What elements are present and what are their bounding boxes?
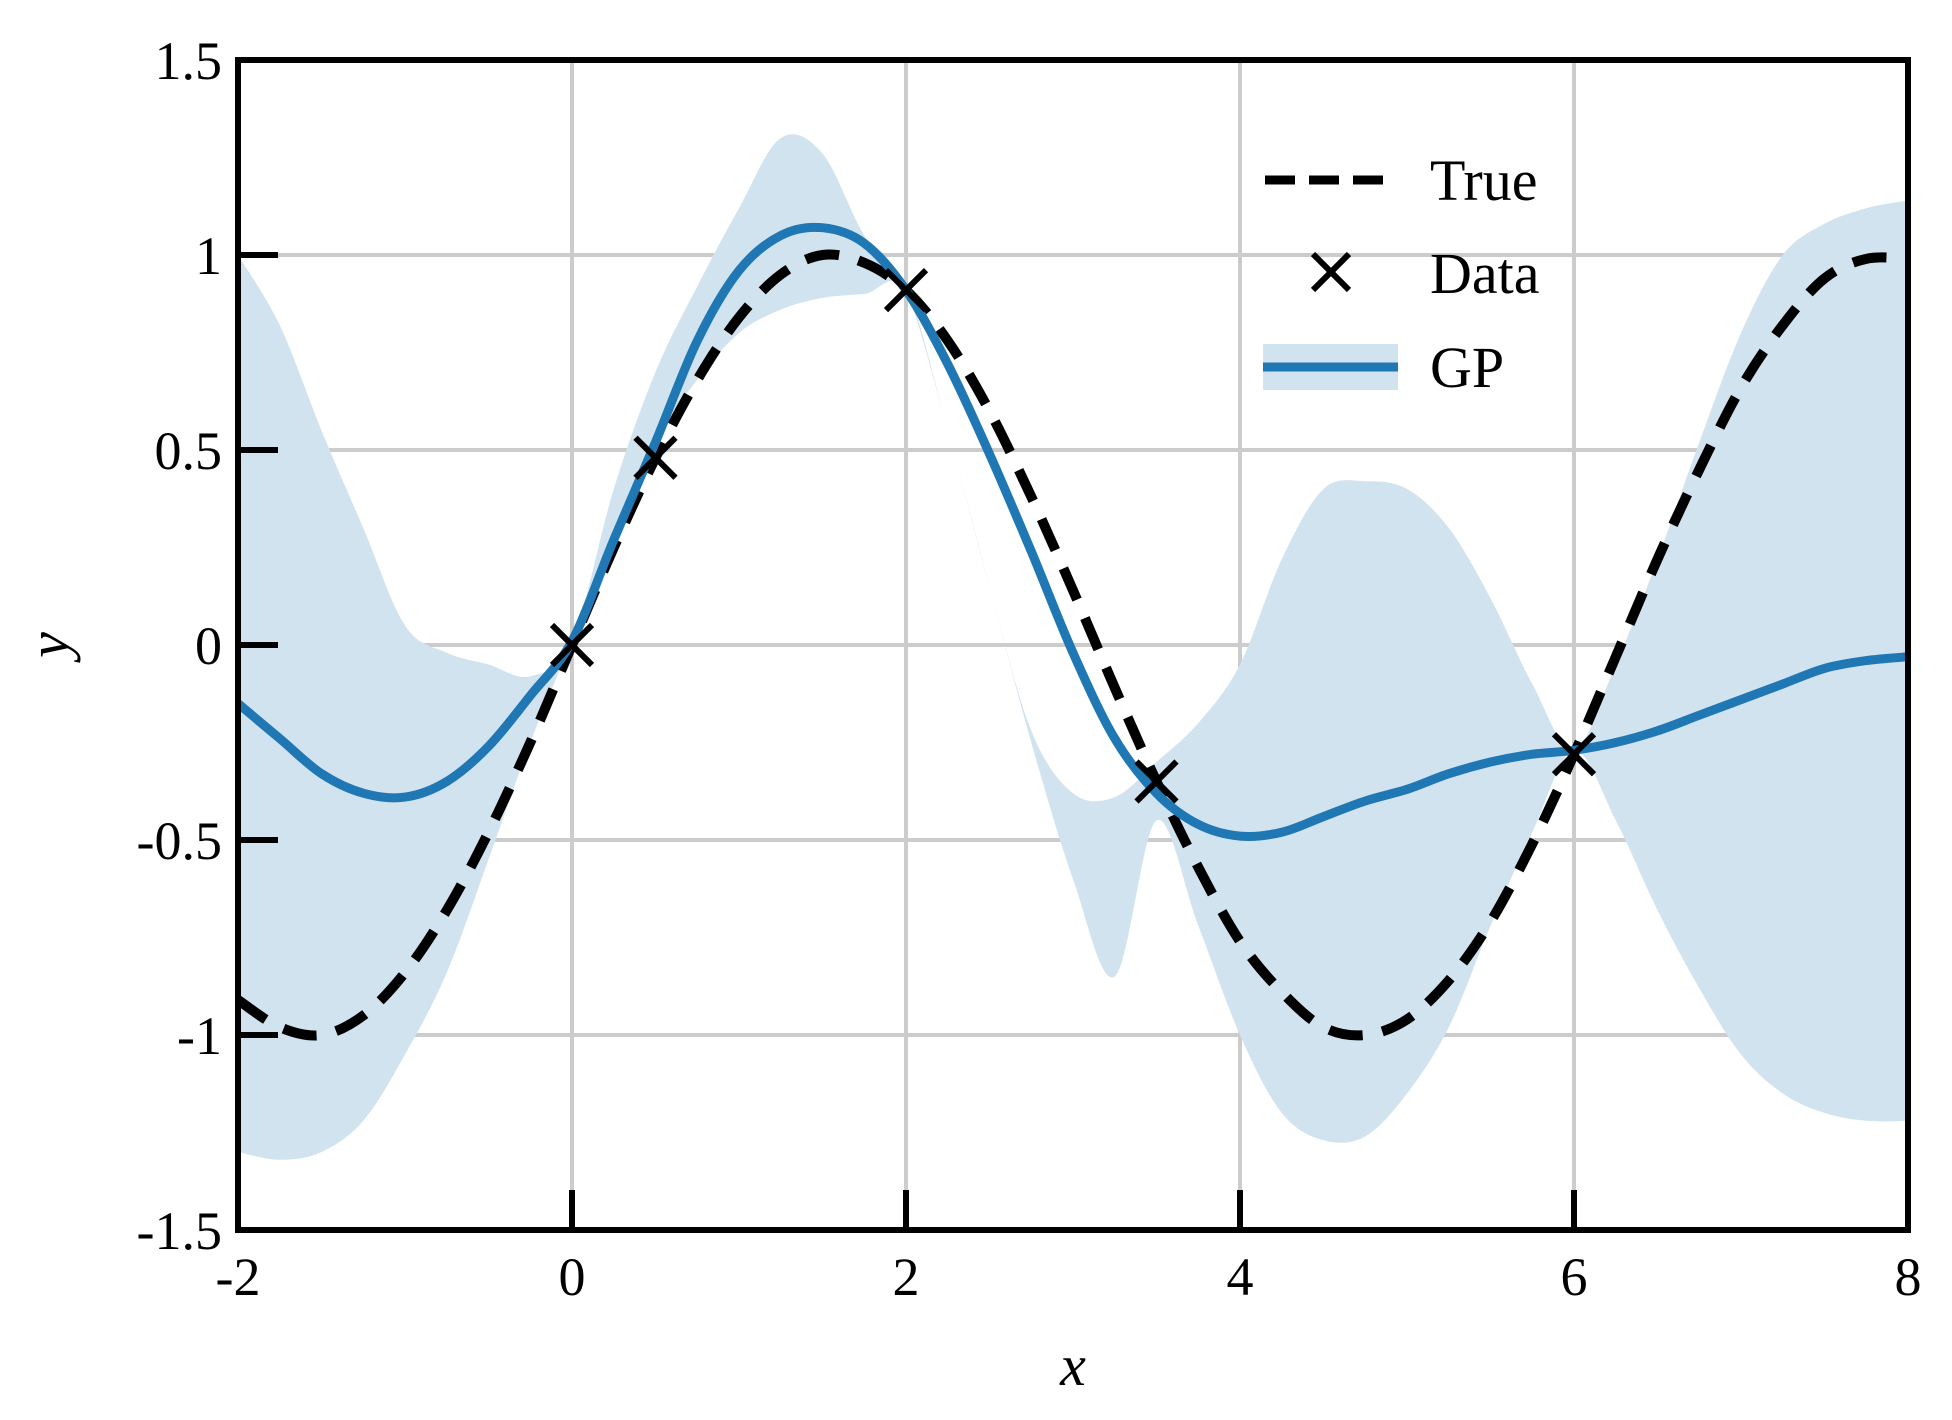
axis-ticks xyxy=(238,252,1577,1230)
x-tick-label: 6 xyxy=(1561,1247,1588,1307)
data-point xyxy=(633,435,678,480)
gp-confidence-band xyxy=(238,134,1908,1160)
gp-mean-layer xyxy=(238,222,1908,842)
x-tick-label: 4 xyxy=(1227,1247,1254,1307)
y-tick-label: 0 xyxy=(195,616,222,676)
legend: True Data GP xyxy=(1263,148,1540,400)
y-tick-label: 1.5 xyxy=(155,31,223,91)
x-tick-label: 0 xyxy=(559,1247,586,1307)
data-point xyxy=(883,267,929,313)
data-point xyxy=(1134,759,1179,804)
legend-data-marker xyxy=(1310,251,1352,293)
true-curve xyxy=(238,249,1908,1041)
y-axis-label: y xyxy=(16,632,81,663)
y-tick-label: -1.5 xyxy=(137,1201,222,1261)
legend-data-label: Data xyxy=(1430,241,1540,306)
x-tick-label: -2 xyxy=(216,1247,261,1307)
x-axis-label: x xyxy=(1059,1333,1086,1398)
legend-gp-label: GP xyxy=(1430,335,1504,400)
data-points-layer xyxy=(549,267,1597,804)
legend-true-label: True xyxy=(1430,148,1537,213)
y-tick-label: 1 xyxy=(195,226,222,286)
data-point xyxy=(549,622,595,668)
data-point xyxy=(1551,732,1597,777)
y-tick-label: 0.5 xyxy=(155,421,223,481)
x-tick-label: 2 xyxy=(893,1247,920,1307)
x-tick-label: 8 xyxy=(1895,1247,1922,1307)
y-tick-label: -1 xyxy=(177,1006,222,1066)
true-curve-layer xyxy=(238,249,1908,1041)
gp-confidence-band-layer xyxy=(238,134,1908,1160)
axis-tick-labels: -2 0 2 4 6 8 -1.5 -1 -0.5 0 0.5 1 1.5 xyxy=(137,31,1922,1307)
gp-mean-curve xyxy=(238,222,1908,842)
y-tick-label: -0.5 xyxy=(137,811,222,871)
